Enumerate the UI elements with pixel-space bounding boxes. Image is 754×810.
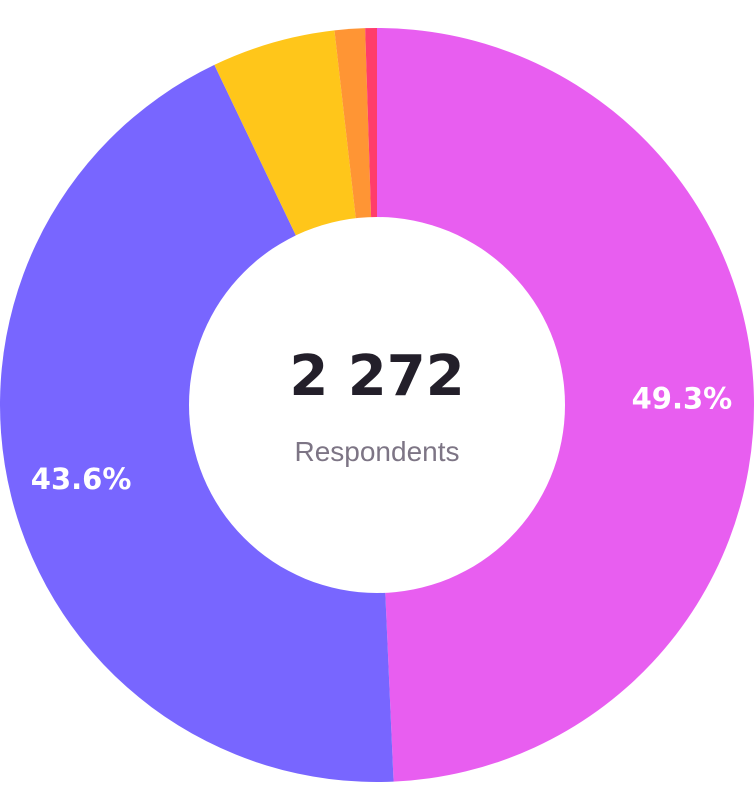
donut-slice-1	[377, 28, 754, 782]
slice-label-1: 49.3%	[632, 381, 733, 415]
slice-label-2: 43.6%	[31, 462, 132, 496]
center-caption: Respondents	[294, 436, 459, 467]
center-total-value: 2 272	[289, 344, 464, 409]
donut-hole	[189, 217, 565, 593]
slice-labels: 49.3% 43.6%	[31, 381, 732, 496]
